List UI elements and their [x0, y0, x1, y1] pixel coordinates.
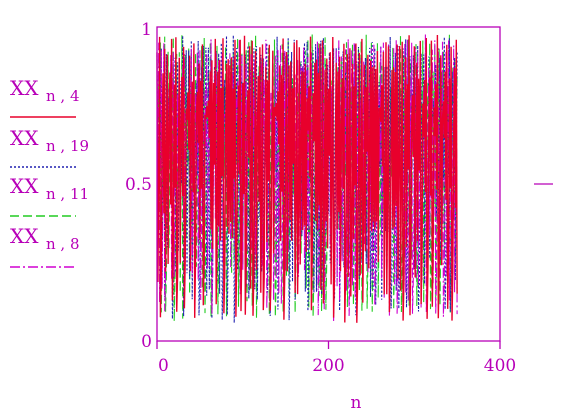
series-line-0 — [156, 34, 458, 323]
legend-entry-2: XX n , 11 — [10, 174, 89, 217]
y-tick-label-1: 0.5 — [125, 175, 152, 195]
x-tick-label-2: 400 — [484, 356, 516, 376]
legend-subscript-3: n , 8 — [46, 235, 80, 253]
series-line-1 — [156, 35, 458, 323]
legend-entry-0: XX n , 4 — [10, 76, 80, 118]
legend-subscript-1: n , 19 — [46, 137, 89, 155]
legend-name-0: XX — [10, 76, 39, 100]
legend-subscript-0: n , 4 — [46, 87, 80, 105]
legend-entry-3: XX n , 8 — [10, 224, 80, 268]
x-axis-label: n — [351, 393, 362, 413]
x-tick-label-1: 200 — [312, 356, 344, 376]
legend-entry-1: XX n , 19 — [10, 126, 89, 168]
x-tick-label-0: 0 — [158, 356, 169, 376]
legend: XX n , 4 XX n , 19 XX n , 11 XX n , 8 — [10, 76, 89, 268]
legend-name-1: XX — [10, 126, 39, 150]
y-tick-label-0: 0 — [141, 332, 152, 352]
y-ticks: 00.51 — [125, 20, 152, 352]
x-ticks: 0 200 400 — [156, 341, 516, 376]
legend-name-3: XX — [10, 224, 39, 248]
y-tick-label-2: 1 — [141, 20, 152, 40]
legend-name-2: XX — [10, 174, 39, 198]
legend-subscript-2: n , 11 — [46, 185, 89, 203]
series-layer — [156, 34, 458, 323]
